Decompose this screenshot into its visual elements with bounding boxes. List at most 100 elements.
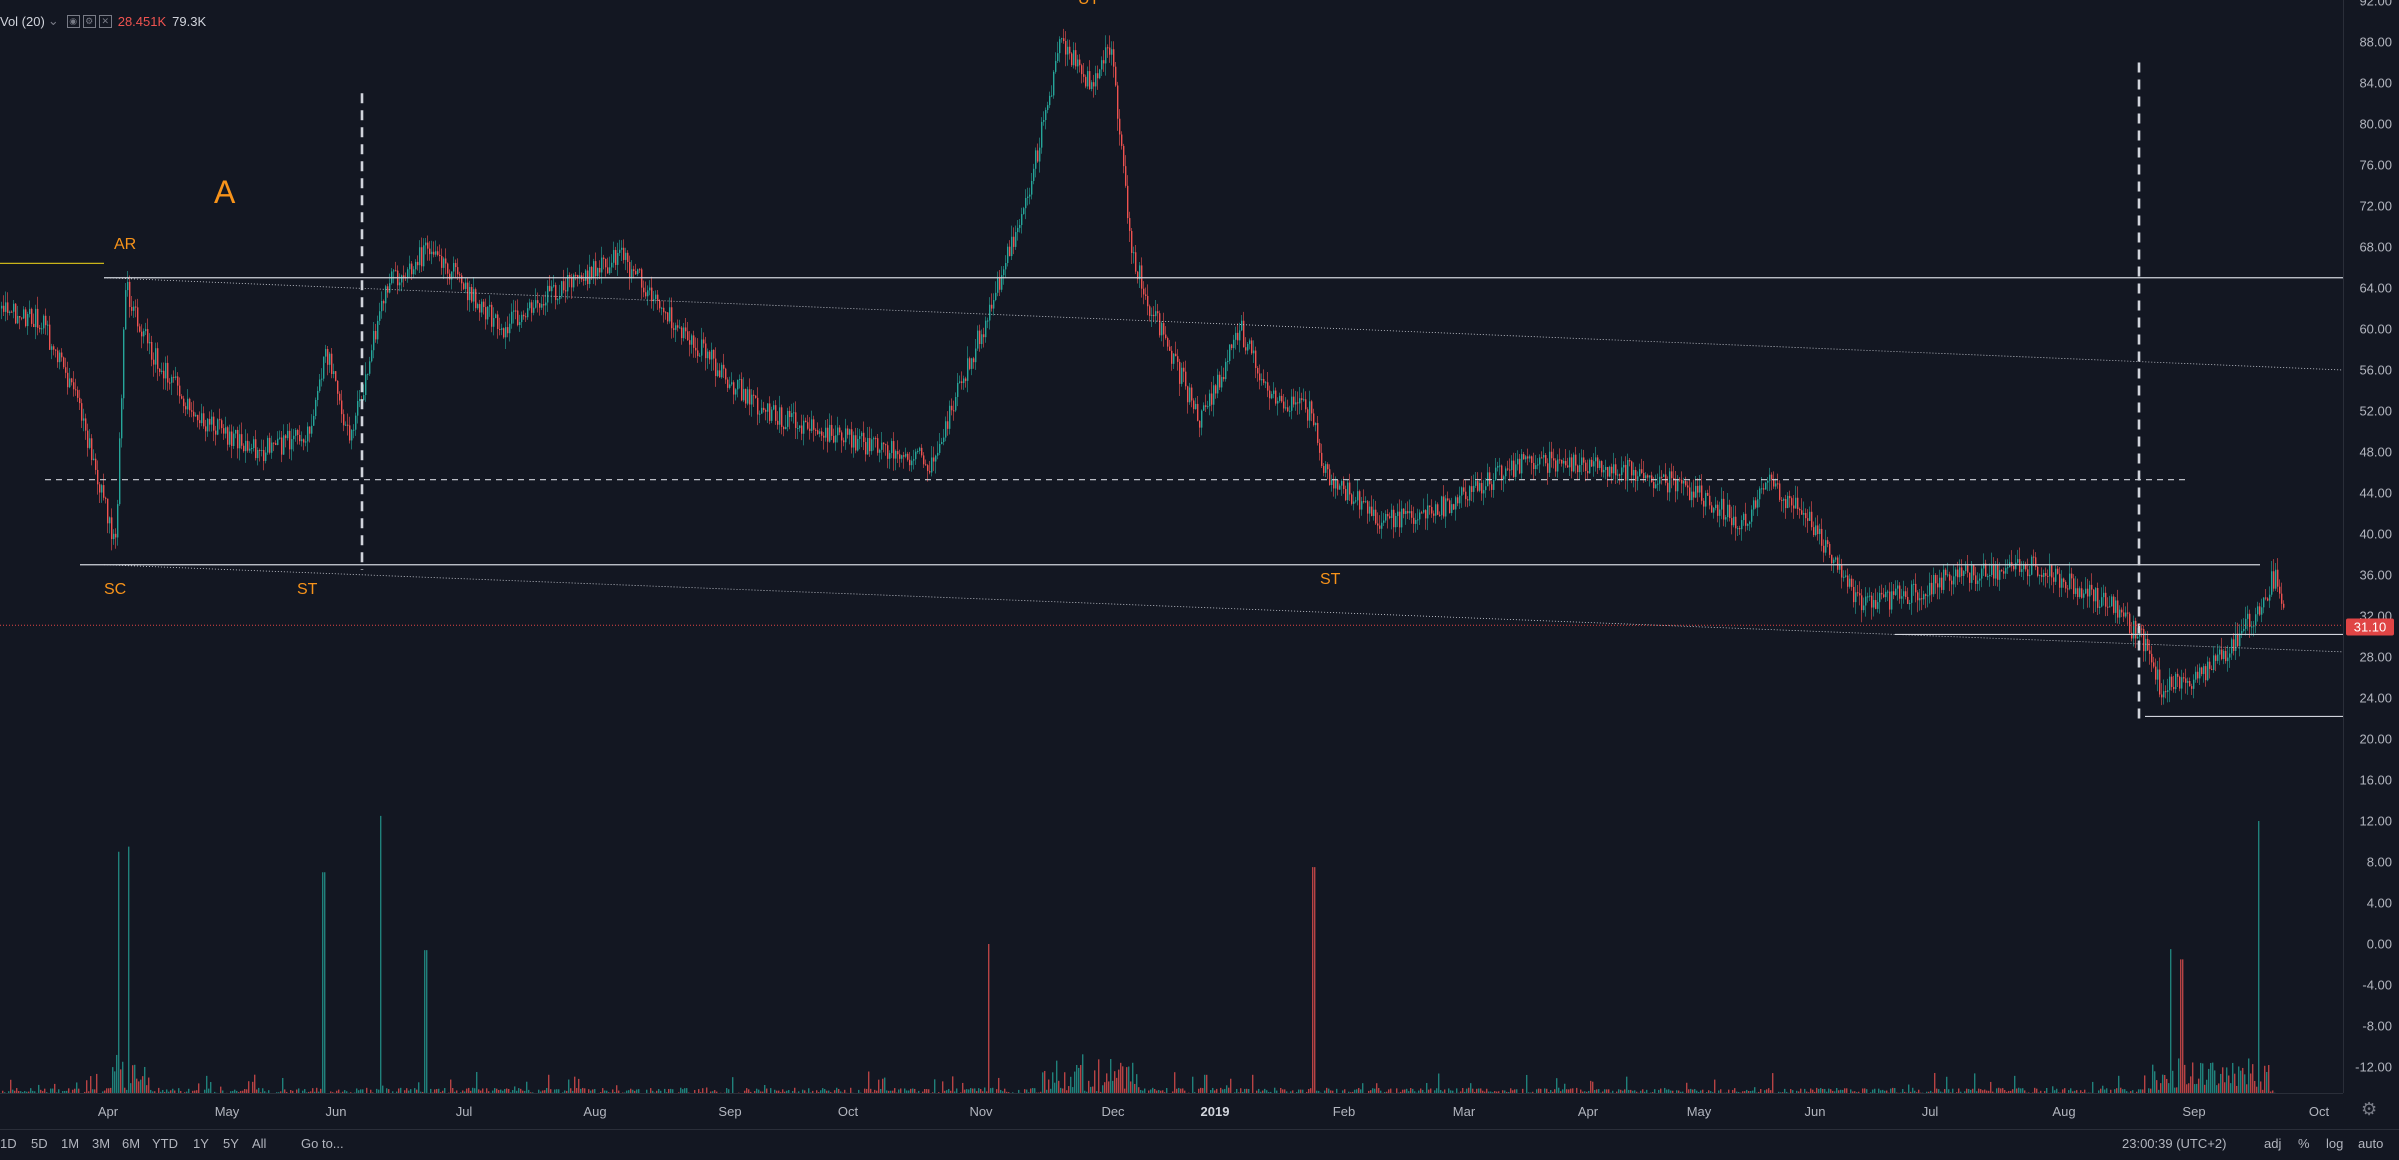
auto-toggle[interactable]: auto: [2358, 1136, 2383, 1151]
candle-body: [1111, 49, 1112, 55]
volume-bar: [2234, 1074, 2235, 1093]
volume-bar: [2202, 1063, 2203, 1093]
candle-body: [2087, 589, 2088, 597]
price-tick: 16.00: [2359, 773, 2392, 788]
candle-body: [1355, 500, 1356, 501]
candle-body: [209, 419, 210, 425]
candle-body: [233, 434, 234, 446]
candle-body: [113, 534, 114, 539]
candle-body: [2027, 569, 2028, 576]
volume-bar: [140, 1080, 141, 1093]
volume-bar: [1974, 1073, 1975, 1093]
candle-body: [631, 269, 632, 278]
clock[interactable]: 23:00:39 (UTC+2): [2122, 1136, 2226, 1151]
volume-bar: [764, 1085, 765, 1093]
candle-body: [595, 261, 596, 276]
volume-bar: [2224, 1082, 2225, 1093]
candle-body: [101, 485, 102, 492]
candle-body: [457, 267, 458, 274]
goto-button[interactable]: Go to...: [301, 1136, 344, 1151]
candle-body: [371, 350, 372, 361]
candle-body: [1751, 509, 1752, 521]
candle-body: [213, 417, 214, 431]
candle-body: [53, 346, 54, 349]
volume-bar: [2206, 1080, 2207, 1093]
volume-bar: [38, 1085, 39, 1093]
candle-body: [1653, 482, 1654, 488]
candle-body: [1265, 382, 1266, 383]
candle-body: [359, 399, 360, 401]
candle-body: [773, 405, 774, 409]
candle-body: [821, 431, 822, 435]
settings-icon[interactable]: ⚙: [83, 15, 96, 28]
eye-icon[interactable]: ◉: [67, 15, 80, 28]
candle-body: [423, 245, 424, 266]
close-icon[interactable]: ✕: [99, 15, 112, 28]
candle-body: [831, 425, 832, 436]
candle-body: [1401, 509, 1402, 528]
candle-body: [1197, 404, 1198, 421]
price-chart[interactable]: [0, 0, 2343, 1093]
candle-body: [999, 277, 1000, 289]
candle-body: [1957, 570, 1958, 578]
candle-body: [967, 358, 968, 381]
volume-indicator-label[interactable]: Vol (20): [0, 14, 45, 29]
chevron-down-icon[interactable]: ⌄: [48, 13, 59, 29]
candle-body: [29, 309, 30, 314]
candle-body: [509, 324, 510, 334]
candle-body: [293, 436, 294, 439]
adj-toggle[interactable]: adj: [2264, 1136, 2281, 1151]
volume-bar: [136, 1079, 137, 1093]
candle-body: [319, 379, 320, 391]
range-1y[interactable]: 1Y: [193, 1136, 209, 1151]
candle-body: [1059, 39, 1060, 53]
candle-body: [1937, 583, 1938, 587]
candle-body: [2181, 677, 2182, 688]
candle-body: [2103, 593, 2104, 597]
volume-bar: [1592, 1082, 1593, 1093]
range-1m[interactable]: 1M: [61, 1136, 79, 1151]
candle-body: [1553, 458, 1554, 460]
candle-body: [1605, 467, 1606, 470]
candle-body: [263, 450, 264, 461]
candle-body: [2179, 677, 2180, 689]
candle-body: [417, 262, 418, 265]
candle-body: [1167, 338, 1168, 347]
candle-body: [1447, 498, 1448, 500]
range-1d[interactable]: 1D: [0, 1136, 17, 1151]
candle-body: [1249, 340, 1250, 343]
range-5d[interactable]: 5D: [31, 1136, 48, 1151]
candle-body: [1429, 505, 1430, 507]
candle-body: [47, 325, 48, 326]
range-6m[interactable]: 6M: [122, 1136, 140, 1151]
range-3m[interactable]: 3M: [92, 1136, 110, 1151]
time-tick: Apr: [98, 1104, 118, 1119]
volume-bar: [2178, 1058, 2179, 1093]
candle-body: [819, 431, 820, 434]
candle-body: [151, 342, 152, 360]
candle-body: [1171, 351, 1172, 364]
candle-body: [527, 308, 528, 317]
candle-body: [83, 418, 84, 420]
range-5y[interactable]: 5Y: [223, 1136, 239, 1151]
candle-body: [141, 332, 142, 337]
candle-body: [1691, 492, 1692, 501]
candle-body: [2281, 594, 2282, 604]
candle-body: [1283, 402, 1284, 409]
candle-body: [2019, 559, 2020, 572]
price-tick: 88.00: [2359, 35, 2392, 50]
candle-body: [2091, 585, 2092, 590]
candle-body: [2111, 597, 2112, 607]
percent-toggle[interactable]: %: [2298, 1136, 2310, 1151]
candle-body: [1211, 394, 1212, 405]
candle-body: [1313, 413, 1314, 425]
candle-body: [1507, 468, 1508, 469]
gear-icon[interactable]: ⚙: [2361, 1099, 2377, 1120]
candle-body: [1617, 475, 1618, 476]
range-all[interactable]: All: [252, 1136, 266, 1151]
log-toggle[interactable]: log: [2326, 1136, 2343, 1151]
candle-body: [1365, 501, 1366, 502]
range-ytd[interactable]: YTD: [152, 1136, 178, 1151]
